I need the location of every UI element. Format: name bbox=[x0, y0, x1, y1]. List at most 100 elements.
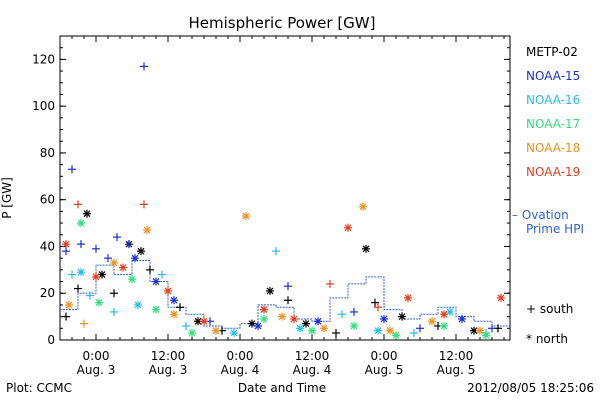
marker-star-d2 bbox=[482, 331, 490, 339]
marker-star-d2 bbox=[188, 329, 196, 337]
marker-south bbox=[182, 321, 190, 330]
marker-north bbox=[440, 321, 448, 330]
legend-item: NOAA-18 bbox=[526, 141, 580, 155]
marker-star-d2 bbox=[77, 268, 85, 276]
marker-north bbox=[170, 296, 178, 305]
marker-star-d2 bbox=[152, 306, 160, 314]
marker-south bbox=[332, 328, 340, 337]
x-tick-date-label: Aug. 3 bbox=[149, 363, 188, 377]
marker-north bbox=[344, 223, 352, 232]
marker-north bbox=[152, 277, 160, 286]
marker-south bbox=[125, 240, 133, 249]
marker-north bbox=[110, 258, 118, 267]
marker-star-d2 bbox=[278, 313, 286, 321]
marker-star-d2 bbox=[344, 224, 352, 232]
legend-north: * north bbox=[526, 332, 568, 346]
y-tick-label: 120 bbox=[32, 52, 55, 66]
marker-north bbox=[314, 317, 322, 326]
legend-item: NOAA-15 bbox=[526, 69, 580, 83]
marker-north bbox=[62, 240, 70, 249]
marker-south bbox=[374, 303, 382, 312]
marker-star-d2 bbox=[194, 317, 202, 325]
marker-south bbox=[140, 200, 148, 209]
marker-north bbox=[128, 275, 136, 284]
legend-item: NOAA-16 bbox=[526, 93, 580, 107]
marker-south bbox=[86, 291, 94, 300]
marker-north bbox=[497, 293, 505, 302]
x-tick-label: 12:00 bbox=[151, 349, 186, 363]
marker-north bbox=[476, 326, 484, 335]
x-tick-label: 0:00 bbox=[371, 349, 398, 363]
marker-north bbox=[230, 328, 238, 337]
ovation-hpi-line bbox=[60, 259, 510, 329]
marker-north bbox=[290, 314, 298, 323]
marker-star-d2 bbox=[440, 322, 448, 330]
y-tick-label: 0 bbox=[47, 333, 55, 347]
marker-north bbox=[77, 268, 85, 277]
footer-left: Plot: CCMC bbox=[6, 381, 72, 395]
marker-south bbox=[80, 319, 88, 328]
marker-south bbox=[158, 270, 166, 279]
marker-star-d2 bbox=[392, 331, 400, 339]
marker-south bbox=[488, 324, 496, 333]
marker-star-d2 bbox=[152, 278, 160, 285]
x-axis-label: Date and Time bbox=[238, 381, 326, 395]
marker-star-d2 bbox=[266, 287, 274, 295]
marker-star-d2 bbox=[440, 310, 448, 318]
marker-south bbox=[77, 240, 85, 249]
marker-north bbox=[65, 300, 73, 309]
legend: METP-02 NOAA-15 NOAA-16 NOAA-17 NOAA-18 NOAA-… bbox=[512, 45, 584, 346]
x-tick-label: 12:00 bbox=[295, 349, 330, 363]
marker-star-d2 bbox=[470, 327, 478, 335]
marker-north bbox=[374, 326, 382, 335]
marker-south bbox=[92, 244, 100, 253]
marker-star-d2 bbox=[65, 301, 73, 309]
marker-south bbox=[326, 279, 334, 288]
marker-north bbox=[200, 317, 208, 326]
marker-star-d2 bbox=[380, 315, 388, 323]
marker-north bbox=[119, 263, 127, 272]
marker-north bbox=[458, 314, 466, 323]
marker-star-d2 bbox=[260, 315, 268, 323]
marker-north bbox=[170, 310, 178, 319]
marker-star-d2 bbox=[248, 320, 256, 328]
marker-south bbox=[74, 200, 82, 209]
marker-star-d2 bbox=[131, 254, 139, 262]
marker-star-d2 bbox=[308, 327, 316, 335]
marker-star-d2 bbox=[83, 210, 91, 218]
marker-south bbox=[272, 247, 280, 256]
x-tick-label: 0:00 bbox=[83, 349, 110, 363]
marker-north bbox=[194, 317, 202, 326]
plot-frame bbox=[59, 35, 511, 341]
y-tick-label: 80 bbox=[40, 146, 55, 160]
marker-star-d2 bbox=[362, 245, 370, 253]
marker-north bbox=[143, 226, 151, 235]
marker-north bbox=[137, 247, 145, 256]
marker-star-d2 bbox=[398, 313, 406, 321]
marker-north bbox=[77, 219, 85, 228]
marker-north bbox=[266, 286, 274, 295]
marker-south bbox=[338, 310, 346, 319]
marker-south bbox=[284, 282, 292, 291]
x-tick-date-label: Aug. 5 bbox=[365, 363, 404, 377]
marker-north bbox=[362, 244, 370, 253]
marker-star-d2 bbox=[128, 275, 136, 283]
marker-star-d2 bbox=[119, 264, 127, 271]
marker-north bbox=[131, 254, 139, 263]
marker-south bbox=[110, 289, 118, 298]
marker-north bbox=[404, 293, 412, 302]
marker-star-d2 bbox=[296, 324, 304, 332]
legend-south: + south bbox=[526, 302, 573, 316]
marker-star-d2 bbox=[386, 327, 394, 335]
marker-south bbox=[176, 303, 184, 312]
marker-north bbox=[134, 300, 142, 309]
marker-star-d2 bbox=[200, 317, 208, 325]
marker-star-d2 bbox=[350, 322, 358, 330]
marker-south bbox=[350, 307, 358, 316]
marker-star-d2 bbox=[260, 306, 268, 314]
marker-north bbox=[359, 202, 367, 211]
chart-title: Hemispheric Power [GW] bbox=[189, 14, 376, 32]
